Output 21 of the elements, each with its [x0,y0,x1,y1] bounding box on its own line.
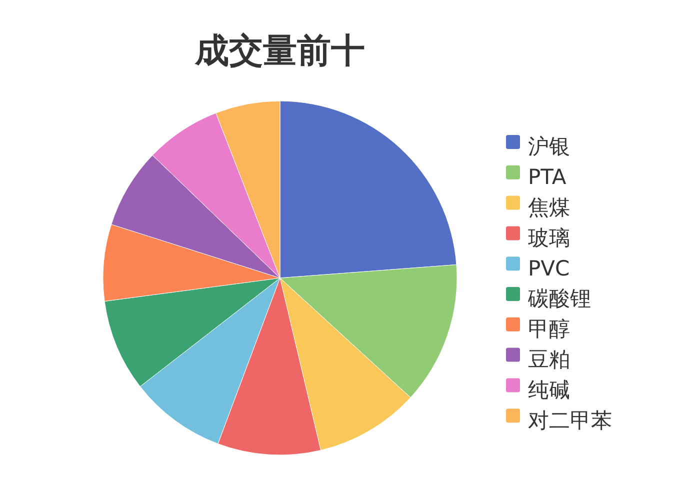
legend-label: 碳酸锂 [527,286,591,311]
legend-label: 焦煤 [528,196,570,220]
pie-slice [280,264,458,398]
pie-slice [280,100,457,278]
chart-title: 成交量前十 [194,31,365,71]
legend-label: 对二甲苯 [528,408,612,432]
legend-label: 沪银 [528,134,570,159]
pie-slice [102,224,280,302]
pie-slice [280,278,411,450]
pie-slice [152,112,280,278]
legend-label: 甲醇 [528,317,570,342]
pie-slice [111,154,280,278]
pie-slice [216,100,280,278]
pie-slice [218,278,322,456]
pie-slice [140,278,280,444]
legend-label: 豆粕 [528,348,570,372]
pie-slice [104,278,280,387]
legend-label: 玻璃 [528,226,570,250]
legend-label: 纯碱 [528,378,570,402]
legend-label: PTA [528,165,567,190]
legend-label: PVC [528,256,570,280]
